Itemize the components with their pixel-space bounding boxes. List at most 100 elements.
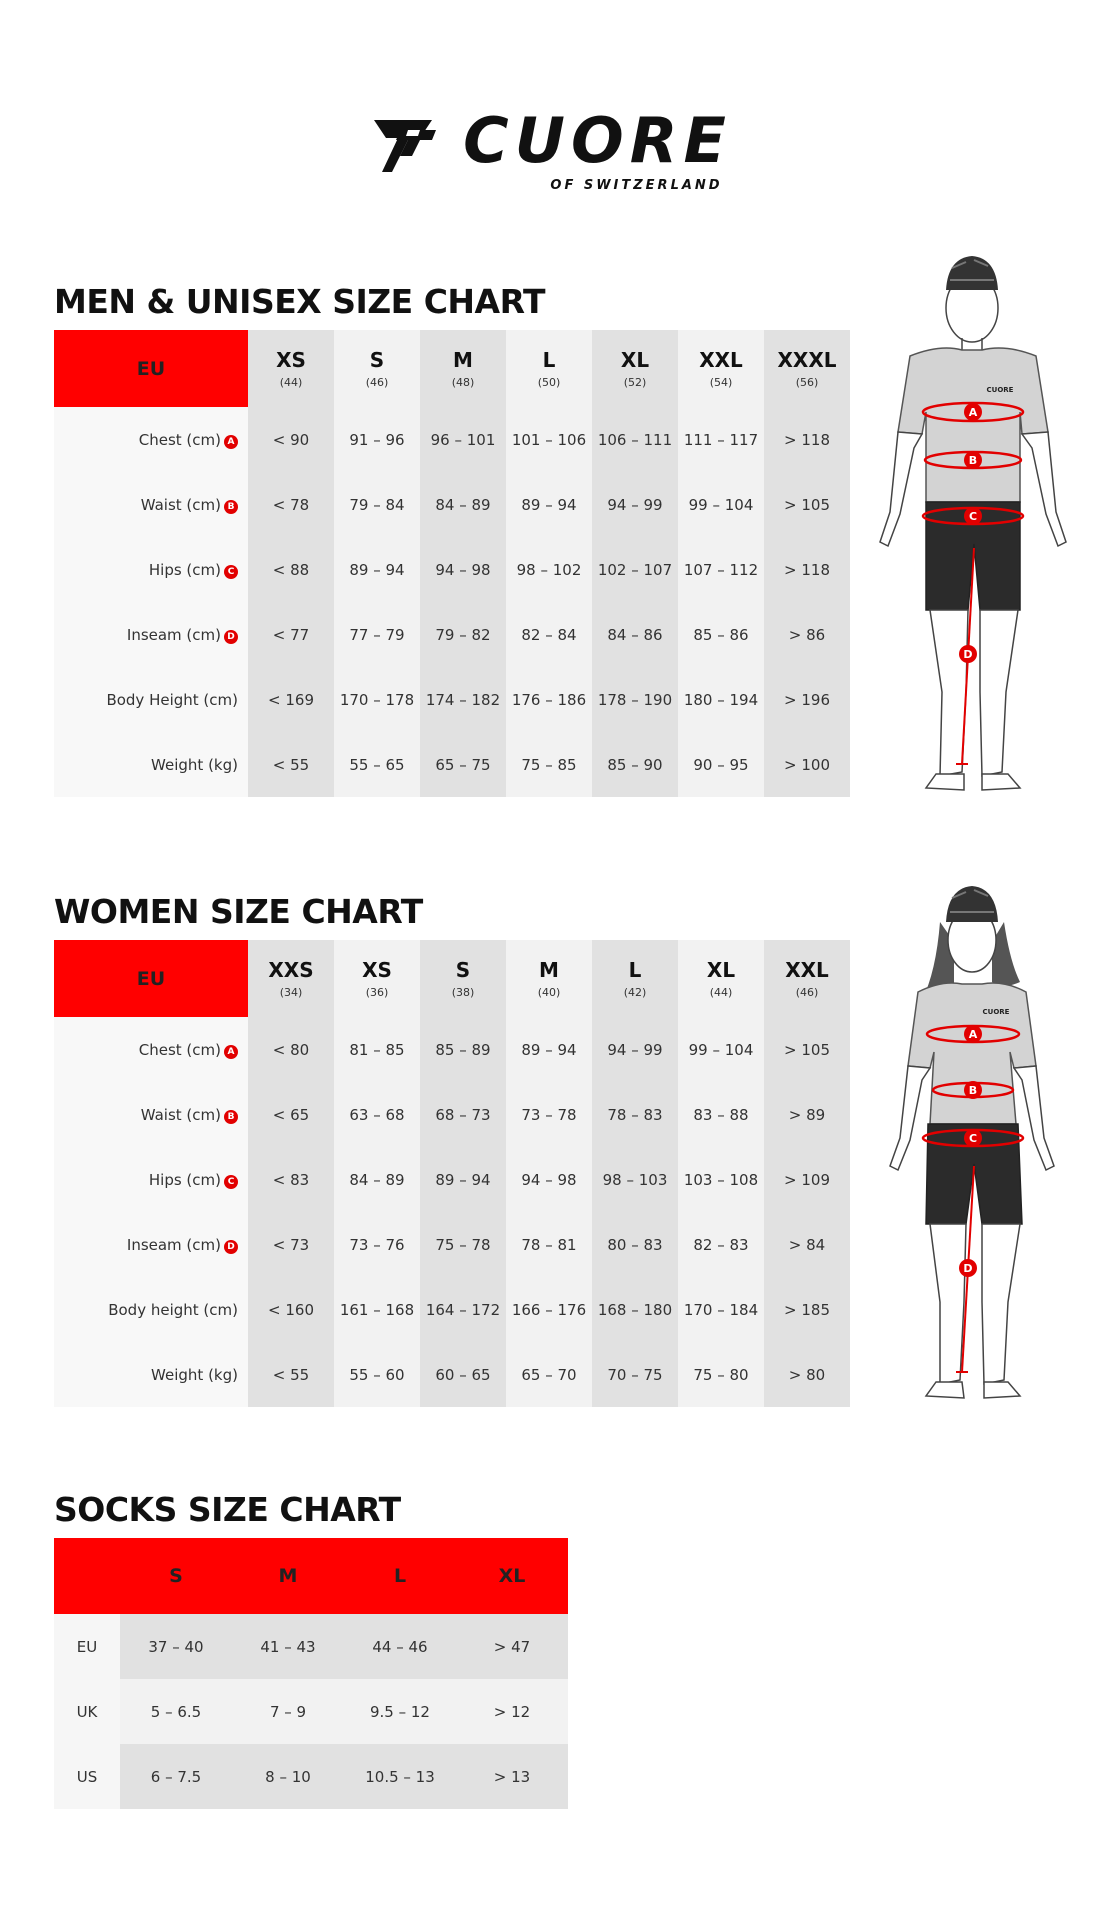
men-eu-header: EU [54,330,248,407]
table-cell: 166 – 176 [506,1277,592,1342]
women-eu-header: EU [54,940,248,1017]
table-cell: 94 – 99 [592,1017,678,1082]
brand-name: CUORE [463,104,732,177]
table-cell: > 13 [456,1744,568,1809]
table-cell: 89 – 94 [334,537,420,602]
table-row: Inseam (cm) D < 77 77 – 79 79 – 82 82 – 8… [54,602,850,667]
table-cell: 111 – 117 [678,407,764,472]
women-size-header: L (42) [592,940,678,1017]
table-cell: 5 – 6.5 [120,1679,232,1744]
table-cell: 8 – 10 [232,1744,344,1809]
row-label: Waist (cm) B [54,1082,248,1147]
table-cell: < 78 [248,472,334,537]
table-cell: 94 – 98 [506,1147,592,1212]
table-cell: 161 – 168 [334,1277,420,1342]
men-size-header: S (46) [334,330,420,407]
table-cell: 79 – 84 [334,472,420,537]
table-cell: < 80 [248,1017,334,1082]
table-cell: < 169 [248,667,334,732]
marker-c-icon: C [964,507,982,525]
marker-b-badge: B [224,1109,238,1124]
socks-corner-cell [54,1538,120,1614]
men-size-header: XXXL (56) [764,330,850,407]
women-chart-title: WOMEN SIZE CHART [54,892,423,931]
marker-a-badge: A [224,1044,238,1059]
table-cell: > 118 [764,537,850,602]
table-cell: 94 – 99 [592,472,678,537]
table-cell: 96 – 101 [420,407,506,472]
table-row: Body height (cm) < 160 161 – 168 164 – 1… [54,1277,850,1342]
women-size-header: XS (36) [334,940,420,1017]
table-cell: 78 – 81 [506,1212,592,1277]
table-cell: 82 – 84 [506,602,592,667]
row-label: Waist (cm) B [54,472,248,537]
table-cell: 98 – 103 [592,1147,678,1212]
table-cell: > 105 [764,472,850,537]
table-cell: 41 – 43 [232,1614,344,1679]
jersey-logo-text: CUORE [983,1008,1010,1016]
svg-text:D: D [963,648,972,661]
svg-text:B: B [969,454,977,467]
table-cell: 91 – 96 [334,407,420,472]
table-cell: > 12 [456,1679,568,1744]
table-cell: 178 – 190 [592,667,678,732]
table-cell: 98 – 102 [506,537,592,602]
table-cell: 170 – 178 [334,667,420,732]
women-size-header: XL (44) [678,940,764,1017]
men-size-header: M (48) [420,330,506,407]
table-cell: > 100 [764,732,850,797]
table-cell: < 88 [248,537,334,602]
table-cell: 84 – 89 [420,472,506,537]
table-cell: 174 – 182 [420,667,506,732]
table-cell: > 86 [764,602,850,667]
table-cell: 85 – 86 [678,602,764,667]
marker-c-icon: C [964,1129,982,1147]
table-cell: 180 – 194 [678,667,764,732]
table-row: Hips (cm) C < 88 89 – 94 94 – 98 98 – 102… [54,537,850,602]
table-cell: > 118 [764,407,850,472]
table-cell: 77 – 79 [334,602,420,667]
row-label: UK [54,1679,120,1744]
row-label: Body height (cm) [54,1277,248,1342]
table-cell: 94 – 98 [420,537,506,602]
table-cell: 79 – 82 [420,602,506,667]
row-label: Chest (cm) A [54,407,248,472]
row-label: US [54,1744,120,1809]
table-cell: 7 – 9 [232,1679,344,1744]
men-size-header: XS (44) [248,330,334,407]
brand-tagline: OF SWITZERLAND [550,178,723,193]
marker-a-badge: A [224,434,238,449]
table-cell: 9.5 – 12 [344,1679,456,1744]
row-label: Weight (kg) [54,732,248,797]
women-size-header: S (38) [420,940,506,1017]
table-cell: 99 – 104 [678,472,764,537]
table-cell: > 109 [764,1147,850,1212]
table-cell: 84 – 86 [592,602,678,667]
table-cell: > 47 [456,1614,568,1679]
table-cell: 85 – 90 [592,732,678,797]
table-cell: 80 – 83 [592,1212,678,1277]
table-row: Waist (cm) B < 78 79 – 84 84 – 89 89 – 94… [54,472,850,537]
table-row: Chest (cm) A < 90 91 – 96 96 – 101 101 – … [54,407,850,472]
marker-d-badge: D [224,629,238,644]
table-cell: 75 – 78 [420,1212,506,1277]
table-cell: < 65 [248,1082,334,1147]
marker-b-icon: B [964,1081,982,1099]
table-cell: < 90 [248,407,334,472]
table-cell: 82 – 83 [678,1212,764,1277]
svg-text:C: C [969,1132,977,1145]
row-label: Weight (kg) [54,1342,248,1407]
svg-text:A: A [969,1028,978,1041]
table-row: Body Height (cm) < 169 170 – 178 174 – 1… [54,667,850,732]
table-cell: 106 – 111 [592,407,678,472]
svg-text:D: D [963,1262,972,1275]
marker-d-icon: D [959,645,977,663]
table-cell: 73 – 76 [334,1212,420,1277]
row-label: EU [54,1614,120,1679]
table-row: Chest (cm) A < 80 81 – 85 85 – 89 89 – 94… [54,1017,850,1082]
table-cell: 89 – 94 [506,472,592,537]
brand-logo: CUORE OF SWITZERLAND [0,110,1103,200]
table-cell: 84 – 89 [334,1147,420,1212]
marker-a-icon: A [964,403,982,421]
table-cell: 89 – 94 [420,1147,506,1212]
